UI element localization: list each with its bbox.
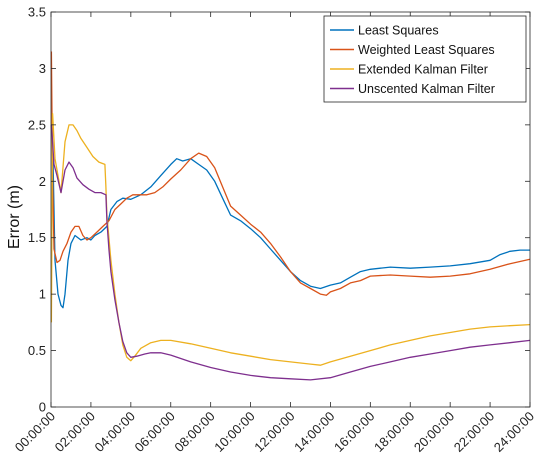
x-tick-label: 16:00:00 bbox=[331, 409, 377, 455]
legend: Least Squares Weighted Least Squares Exten… bbox=[323, 15, 527, 103]
series-layer bbox=[50, 51, 531, 381]
y-tick-label: 1.5 bbox=[28, 230, 46, 245]
x-tick-label: 24:00:00 bbox=[491, 409, 537, 455]
legend-box bbox=[323, 15, 527, 103]
x-tick-label: 06:00:00 bbox=[131, 409, 177, 455]
x-tick-label: 20:00:00 bbox=[411, 409, 457, 455]
x-tick-label: 04:00:00 bbox=[92, 409, 138, 455]
series-line-4 bbox=[50, 124, 531, 381]
y-tick-label: 2.5 bbox=[28, 117, 46, 132]
legend-label: Least Squares bbox=[358, 24, 439, 38]
y-tick-label: 0 bbox=[39, 400, 46, 415]
x-tick-label: 14:00:00 bbox=[291, 409, 337, 455]
y-tick-label: 3.5 bbox=[28, 5, 46, 20]
y-tick-label: 2 bbox=[39, 174, 46, 189]
y-tick-label: 0.5 bbox=[28, 343, 46, 358]
x-tick-label: 02:00:00 bbox=[52, 409, 98, 455]
legend-label: Weighted Least Squares bbox=[358, 43, 495, 57]
y-tick-label: 1 bbox=[39, 287, 46, 302]
x-tick-label: 18:00:00 bbox=[371, 409, 417, 455]
y-axis-title: Error (m) bbox=[6, 185, 23, 249]
x-tick-label: 22:00:00 bbox=[451, 409, 497, 455]
legend-label: Extended Kalman Filter bbox=[358, 63, 488, 77]
series-line-1 bbox=[50, 124, 530, 309]
y-tick-label: 3 bbox=[39, 61, 46, 76]
series-line-2 bbox=[50, 51, 531, 296]
x-tick-label: 12:00:00 bbox=[251, 409, 297, 455]
x-tick-label: 10:00:00 bbox=[211, 409, 257, 455]
legend-label: Unscented Kalman Filter bbox=[358, 82, 495, 96]
x-tick-label: 08:00:00 bbox=[171, 409, 217, 455]
x-tick-label: 00:00:00 bbox=[12, 409, 58, 455]
